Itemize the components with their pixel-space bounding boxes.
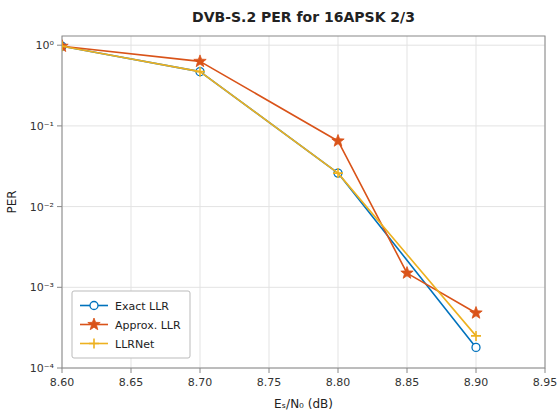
- data-point: [62, 40, 68, 52]
- x-tick-label: 8.90: [464, 376, 489, 389]
- plot-frame: [62, 36, 545, 368]
- y-tick-label: 10⁻⁴: [30, 362, 55, 375]
- data-point: [470, 307, 482, 319]
- x-tick: [62, 368, 63, 373]
- legend-box: [72, 291, 190, 358]
- x-tick: [407, 368, 408, 373]
- data-point: [195, 67, 205, 77]
- series-line: [62, 46, 476, 347]
- chart: 8.60 8.65 8.70 8.75 8.80 8.85 8.90 8.95 10⁻⁴ 10⁻³…: [0, 0, 560, 420]
- y-tick: [57, 125, 62, 126]
- x-tick-label: 8.85: [395, 376, 420, 389]
- data-point: [332, 134, 344, 146]
- y-tick: [57, 206, 62, 207]
- x-grid-line: [200, 36, 201, 368]
- y-tick: [57, 287, 62, 288]
- y-grid-line: [62, 206, 545, 207]
- x-tick: [476, 368, 477, 373]
- x-tick-label: 8.95: [533, 376, 558, 389]
- y-grid-line: [62, 287, 545, 288]
- x-tick-label: 8.80: [326, 376, 351, 389]
- x-grid-line: [269, 36, 270, 368]
- x-tick-label: 8.65: [119, 376, 144, 389]
- x-tick-label: 8.75: [257, 376, 282, 389]
- x-tick: [200, 368, 201, 373]
- x-grid-line: [476, 36, 477, 368]
- x-axis-label: Eₛ/N₀ (dB): [274, 397, 333, 411]
- series-line: [62, 46, 476, 313]
- data-point: [471, 331, 481, 341]
- plot-area: [62, 40, 482, 352]
- data-point: [401, 267, 413, 279]
- x-tick: [269, 368, 270, 373]
- legend-marker: [88, 318, 100, 330]
- data-point: [333, 168, 343, 178]
- data-point: [62, 41, 67, 51]
- axes: 8.60 8.65 8.70 8.75 8.80 8.85 8.90 8.95 10⁻⁴ 10⁻³…: [30, 39, 557, 389]
- data-point: [472, 343, 480, 351]
- y-tick: [57, 368, 62, 369]
- y-tick-label: 10⁻³: [30, 281, 54, 294]
- legend-marker: [89, 339, 99, 349]
- data-point: [194, 55, 206, 67]
- grid: [62, 36, 545, 368]
- y-tick: [57, 45, 62, 46]
- legend-label: LLRNet: [115, 338, 155, 351]
- title: DVB-S.2 PER for 16APSK 2/3: [192, 9, 415, 25]
- y-tick-label: 10⁰: [36, 39, 55, 52]
- legend-label: Exact LLR: [115, 300, 169, 313]
- y-grid-line: [62, 125, 545, 126]
- y-axis-label: PER: [5, 190, 19, 213]
- legend-label: Approx. LLR: [115, 319, 181, 332]
- y-grid-line: [62, 45, 545, 46]
- x-grid-line: [407, 36, 408, 368]
- x-tick-label: 8.60: [50, 376, 75, 389]
- x-grid-line: [338, 36, 339, 368]
- x-tick: [545, 368, 546, 373]
- legend-marker: [90, 302, 98, 310]
- legend: Exact LLR Approx. LLR LLRNet: [72, 291, 190, 358]
- y-tick-label: 10⁻¹: [30, 120, 54, 133]
- x-tick: [338, 368, 339, 373]
- x-tick-label: 8.70: [188, 376, 213, 389]
- x-tick: [131, 368, 132, 373]
- y-tick-label: 10⁻²: [30, 201, 54, 214]
